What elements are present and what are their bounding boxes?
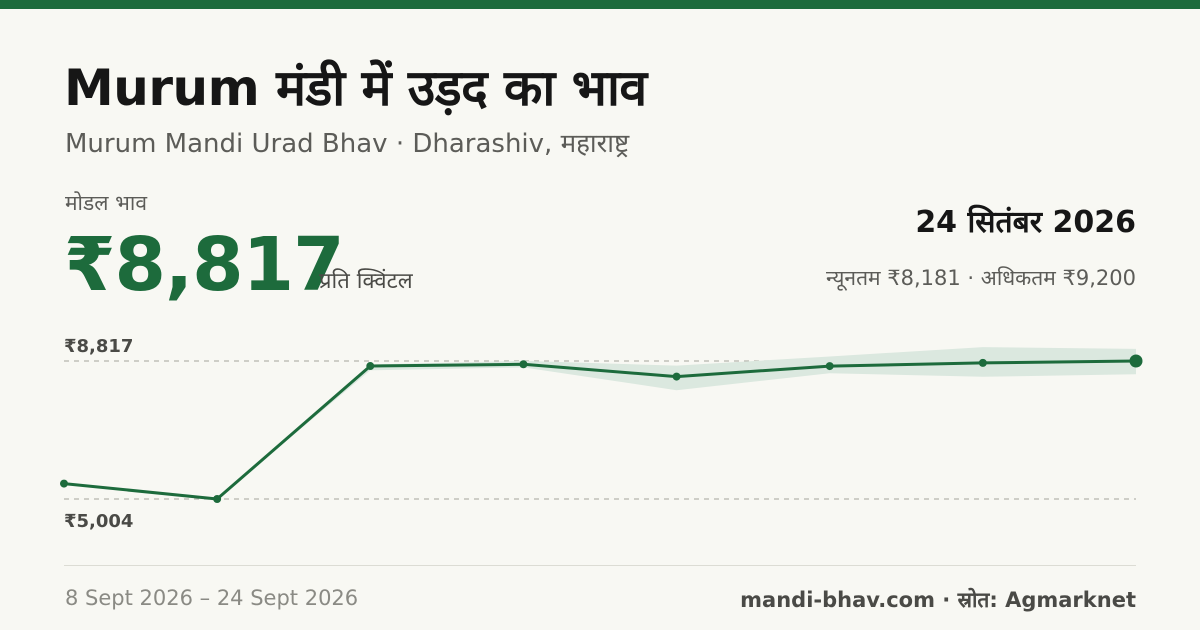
page-subtitle: Murum Mandi Urad Bhav · Dharashiv, महारा… (65, 129, 630, 159)
series-points (60, 354, 1143, 503)
price-trend-chart: ₹8,817 ₹5,004 (60, 336, 1143, 532)
data-point (60, 479, 68, 488)
footer-source: mandi-bhav.com · स्रोत: Agmarknet (740, 588, 1136, 612)
page-title: Murum मंडी में उड़द का भाव (64, 59, 647, 117)
reference-label: ₹5,004 (64, 511, 133, 532)
data-point (519, 360, 528, 369)
data-point (672, 372, 681, 381)
latest-data-point (1129, 354, 1143, 368)
price-range: न्यूनतम ₹8,181 · अधिकतम ₹9,200 (826, 266, 1136, 290)
price-unit: प्रति क्विंटल (319, 269, 413, 294)
footer-divider (64, 565, 1136, 566)
reference-label: ₹8,817 (64, 336, 133, 357)
modal-price-label: मोडल भाव (65, 191, 148, 215)
top-accent-bar (0, 0, 1200, 9)
data-point (978, 358, 987, 367)
data-point (366, 362, 375, 371)
data-point (213, 495, 222, 503)
modal-price-value: ₹8,817 (64, 222, 345, 308)
data-point (825, 362, 834, 371)
price-date: 24 सितंबर 2026 (915, 205, 1136, 240)
series-line (63, 359, 1137, 501)
footer-date-range: 8 Sept 2026 – 24 Sept 2026 (65, 586, 359, 610)
